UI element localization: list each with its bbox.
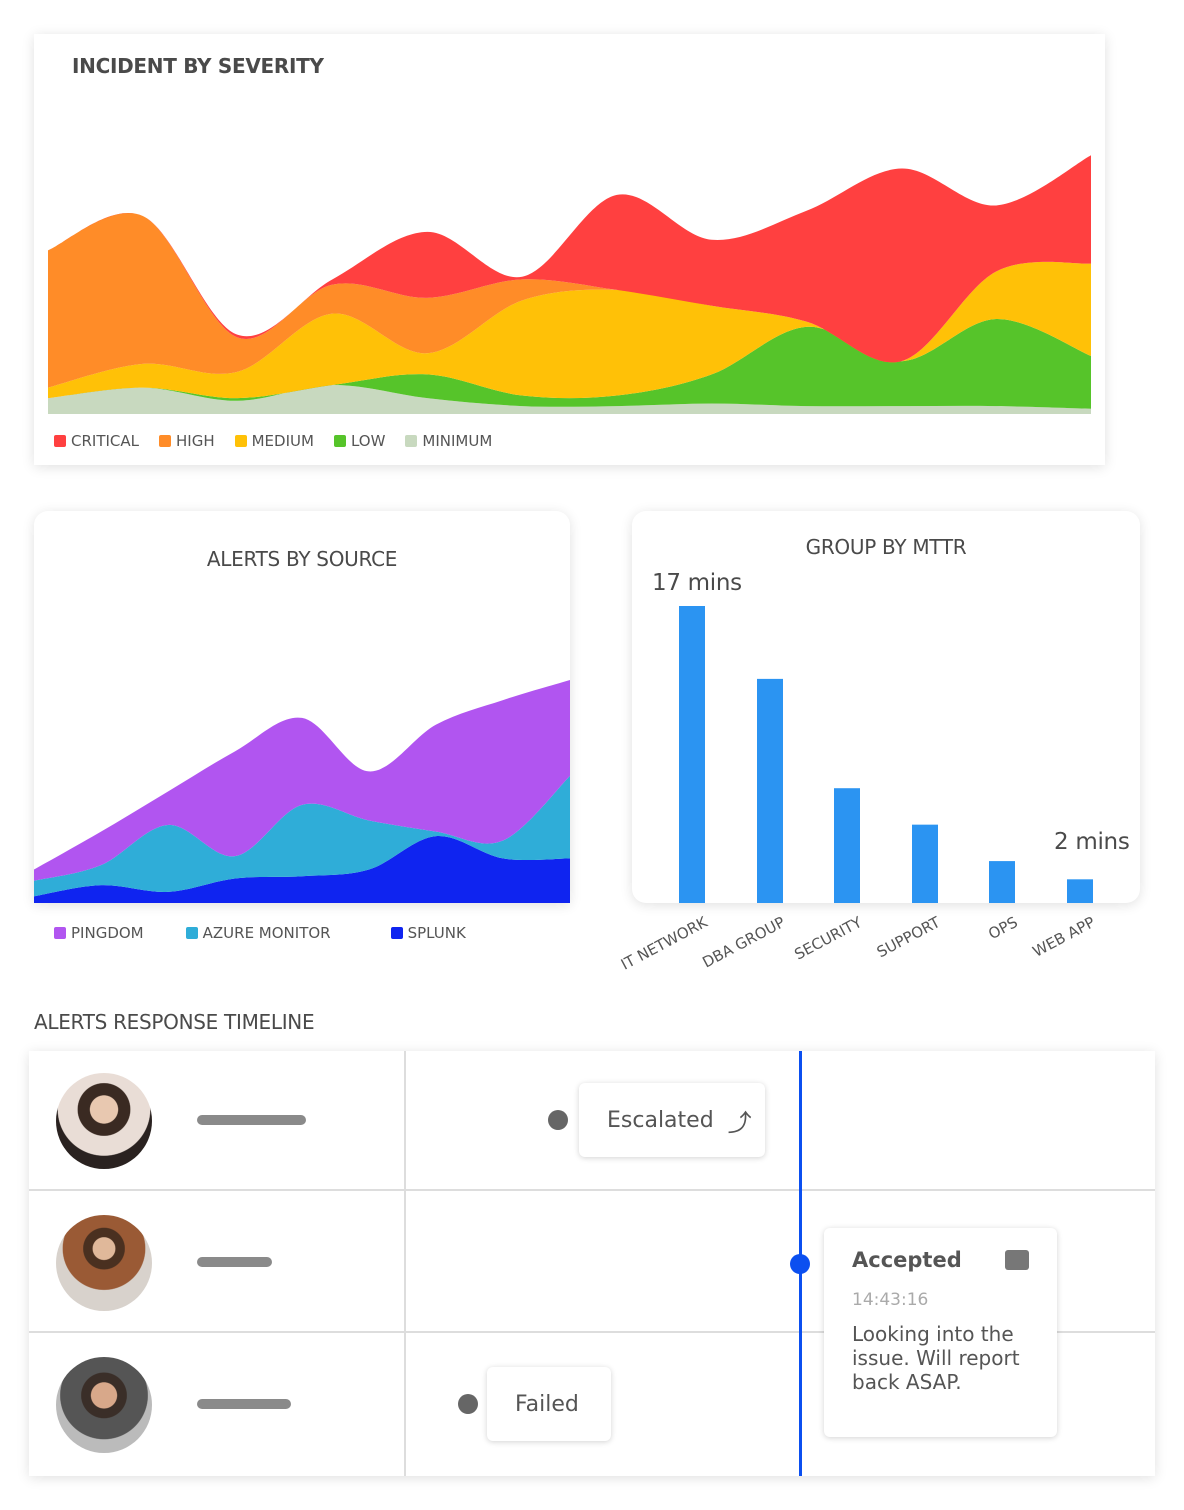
- legend-item: MEDIUM: [234, 432, 314, 450]
- x-tick-label: IT NETWORK: [617, 913, 711, 974]
- data-label-min: 2 mins: [1054, 829, 1130, 855]
- escalated-event[interactable]: Escalated ⤴: [579, 1083, 765, 1157]
- legend-swatch: [234, 435, 247, 447]
- bar-dba-group: [757, 678, 783, 903]
- area-splunk: [34, 835, 570, 903]
- chart-title: INCIDENT BY SEVERITY: [72, 54, 324, 78]
- chart-title: ALERTS BY SOURCE: [206, 547, 398, 571]
- legend-item: CRITICAL: [54, 432, 139, 450]
- legend-swatch: [54, 927, 66, 939]
- area-medium: [48, 261, 1091, 399]
- legend-item: AZURE MONITOR: [185, 924, 331, 942]
- x-tick-label: WEB APP: [1029, 913, 1099, 961]
- legend-label: CRITICAL: [71, 432, 139, 450]
- area-minimum: [48, 384, 1091, 414]
- row-divider: [29, 1331, 1155, 1333]
- legend: PINGDOM AZURE MONITOR SPLUNK: [54, 924, 466, 942]
- user-name-placeholder: [197, 1399, 291, 1409]
- user-name-placeholder: [197, 1257, 272, 1267]
- legend-swatch: [390, 927, 403, 939]
- bar-ops: [989, 861, 1015, 903]
- comment-icon[interactable]: [1005, 1250, 1029, 1270]
- legend-label: HIGH: [176, 432, 215, 450]
- legend-label: SPLUNK: [407, 924, 466, 942]
- timeline-table: Escalated ⤴ Accepted 14:43:16 Looking in…: [29, 1051, 1155, 1476]
- legend-label: MEDIUM: [251, 432, 314, 450]
- x-tick-label: SECURITY: [791, 913, 866, 964]
- bar-support: [912, 824, 938, 903]
- x-tick-label: DBA GROUP: [699, 913, 789, 972]
- status-label: Escalated: [607, 1107, 714, 1133]
- legend-swatch: [405, 435, 418, 447]
- incident-area-chart: [48, 155, 1091, 414]
- area-high: [48, 213, 1091, 388]
- bar-security: [834, 788, 860, 903]
- area-azure-monitor: [34, 775, 570, 897]
- legend-swatch: [333, 435, 346, 447]
- legend-swatch: [185, 927, 198, 939]
- user-name-placeholder: [197, 1115, 306, 1125]
- chart-title: GROUP BY MTTR: [805, 535, 967, 559]
- timeline-title: ALERTS RESPONSE TIMELINE: [34, 1010, 315, 1034]
- failed-event[interactable]: Failed: [487, 1367, 611, 1441]
- legend-item: MINIMUM: [405, 432, 492, 450]
- bar-it-network: [679, 606, 705, 903]
- avatar[interactable]: [56, 1215, 152, 1311]
- area-low: [48, 318, 1091, 409]
- status-label: Accepted: [852, 1248, 962, 1272]
- event-time: 14:43:16: [852, 1290, 929, 1310]
- event-message: Looking into the issue. Will report back…: [852, 1322, 1020, 1394]
- x-tick-label: OPS: [984, 913, 1021, 944]
- legend-item: PINGDOM: [54, 924, 144, 942]
- legend-label: AZURE MONITOR: [202, 924, 331, 942]
- current-status-dot: [790, 1254, 810, 1274]
- arrow-up-icon: ⤴: [727, 1108, 752, 1137]
- legend-item: LOW: [333, 432, 386, 450]
- alerts-area-chart: [34, 680, 570, 903]
- status-label: Failed: [515, 1391, 579, 1417]
- status-dot: [458, 1394, 478, 1414]
- bar-web-app: [1067, 879, 1093, 903]
- column-divider: [404, 1051, 406, 1476]
- legend-label: MINIMUM: [422, 432, 493, 450]
- row-divider: [29, 1189, 1155, 1191]
- x-tick-label: SUPPORT: [873, 913, 944, 962]
- avatar[interactable]: [56, 1073, 152, 1169]
- legend-item: SPLUNK: [390, 924, 466, 942]
- legend-swatch: [54, 435, 66, 447]
- group-by-mttr-card: GROUP BY MTTR: [632, 511, 1140, 903]
- status-dot: [548, 1110, 568, 1130]
- legend-swatch: [159, 435, 171, 447]
- avatar[interactable]: [56, 1357, 152, 1453]
- legend-item: HIGH: [159, 432, 215, 450]
- mttr-bar-chart: [679, 606, 1093, 903]
- data-label-max: 17 mins: [652, 570, 742, 596]
- accepted-event[interactable]: Accepted 14:43:16 Looking into the issue…: [824, 1228, 1057, 1437]
- legend-label: LOW: [350, 432, 386, 450]
- legend: CRITICAL HIGH MEDIUM LOW MINIMUM: [54, 432, 492, 450]
- legend-label: PINGDOM: [71, 924, 144, 942]
- area-pingdom: [34, 680, 570, 881]
- area-critical: [48, 155, 1091, 363]
